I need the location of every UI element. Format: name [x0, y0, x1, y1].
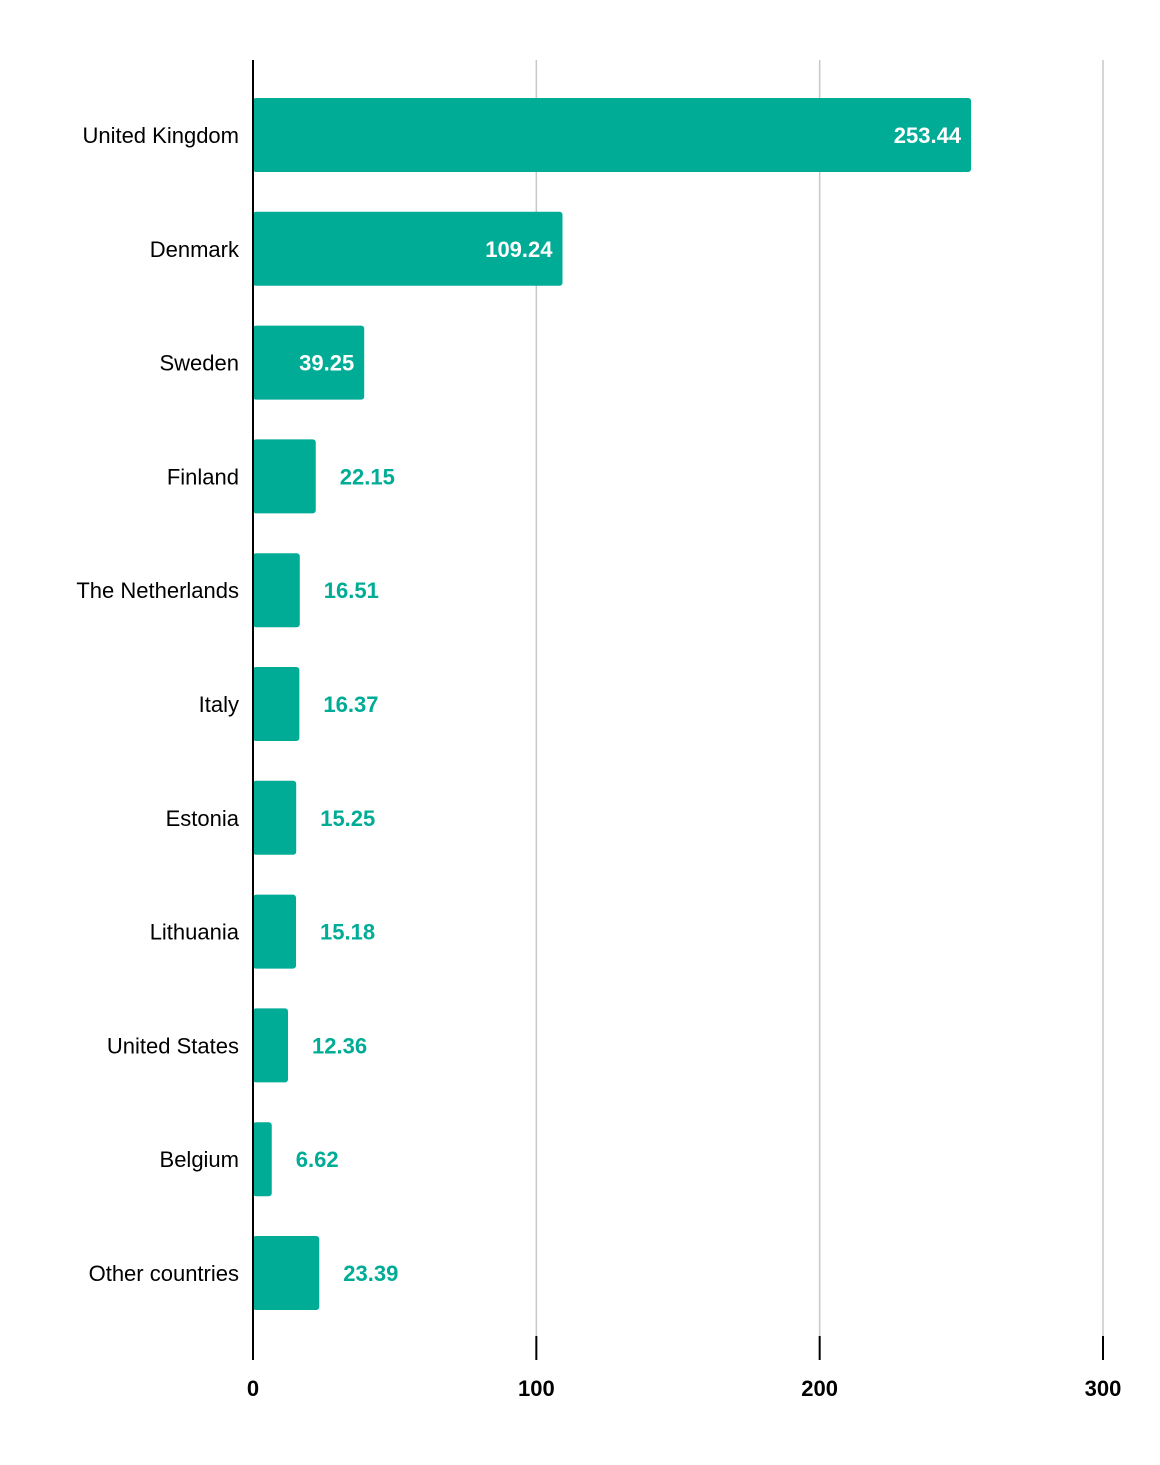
bar-italy: [253, 667, 300, 741]
category-label-finland: Finland: [167, 464, 239, 489]
data-label-sweden: 39.25: [299, 351, 354, 376]
category-label-estonia: Estonia: [166, 806, 240, 831]
data-label-lithuania: 15.18: [320, 920, 375, 945]
category-labels: United Kingdom Denmark Sweden Finland The Ne…: [76, 123, 240, 1286]
category-label-italy: Italy: [199, 692, 239, 717]
bar-united-kingdom: [253, 98, 972, 172]
data-label-united-kingdom: 253.44: [894, 123, 962, 148]
category-label-belgium: Belgium: [160, 1147, 239, 1172]
bar-lithuania: [253, 894, 297, 969]
data-label-finland: 22.15: [340, 464, 395, 489]
data-label-italy: 16.37: [323, 692, 378, 717]
bar-estonia: [253, 780, 297, 855]
data-label-the-netherlands: 16.51: [324, 578, 379, 603]
data-label-united-states: 12.36: [312, 1033, 367, 1058]
category-label-sweden: Sweden: [159, 351, 239, 376]
x-tick-label-0: 0: [247, 1376, 259, 1401]
data-label-belgium: 6.62: [296, 1147, 339, 1172]
category-label-united-kingdom: United Kingdom: [82, 123, 239, 148]
category-label-other-countries: Other countries: [89, 1261, 239, 1286]
data-label-estonia: 15.25: [320, 806, 375, 831]
category-label-denmark: Denmark: [150, 237, 240, 262]
data-label-denmark: 109.24: [485, 237, 553, 262]
bar-sweden: [253, 325, 365, 400]
bar-belgium: [253, 1122, 272, 1197]
category-label-lithuania: Lithuania: [150, 920, 240, 945]
bars: [253, 98, 972, 1310]
data-label-other-countries: 23.39: [343, 1261, 398, 1286]
bar-united-states: [253, 1008, 289, 1083]
bar-the-netherlands: [253, 553, 300, 628]
x-tick-label-300: 300: [1085, 1376, 1122, 1401]
bar-finland: [253, 439, 316, 514]
x-tick-label-100: 100: [518, 1376, 555, 1401]
gridlines: [535, 60, 1104, 1360]
x-tick-label-200: 200: [801, 1376, 838, 1401]
x-tick-labels: 0 100 200 300: [247, 1376, 1121, 1401]
bar-denmark: [253, 211, 563, 286]
data-labels: 253.44 109.24 39.25 22.15 16.51 16.37 15.25 15.…: [296, 123, 962, 1286]
category-label-united-states: United States: [107, 1033, 239, 1058]
category-label-the-netherlands: The Netherlands: [76, 578, 239, 603]
bar-other-countries: [253, 1236, 320, 1310]
